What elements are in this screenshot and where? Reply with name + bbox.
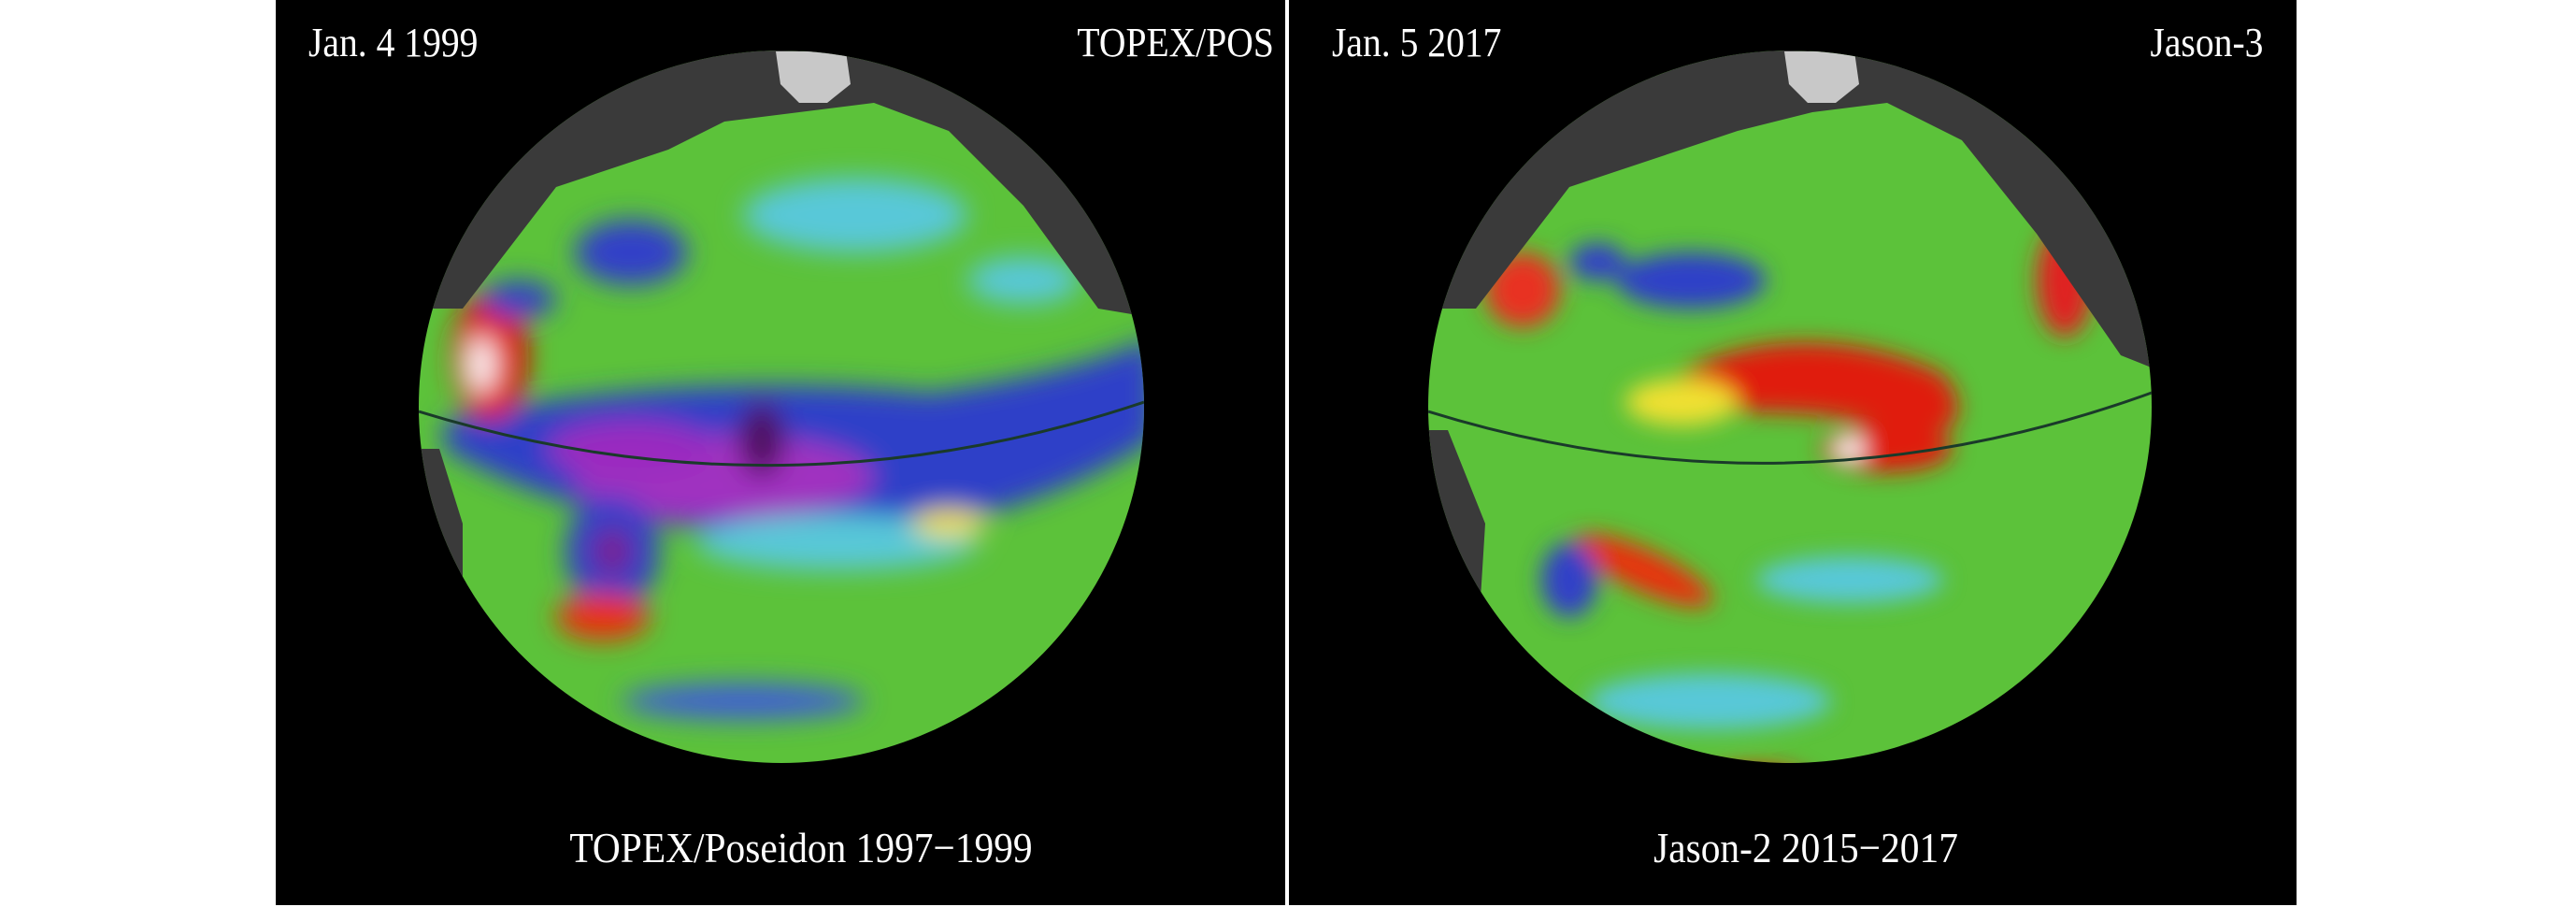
caption: Jason-2 2015−2017 bbox=[1653, 824, 1958, 871]
satellite-label: TOPEX/POS bbox=[1077, 20, 1274, 65]
panel-1999: Jan. 4 1999 TOPEX/POS TOPEX/Poseidon 199… bbox=[276, 0, 1285, 905]
globe-2017 bbox=[1428, 50, 2152, 763]
equator-line bbox=[419, 400, 1144, 468]
satellite-label: Jason-3 bbox=[2150, 20, 2263, 65]
land-north-america bbox=[419, 50, 1144, 318]
date-label: Jan. 4 1999 bbox=[308, 20, 479, 65]
panel-divider bbox=[1285, 0, 1289, 905]
globe-1999 bbox=[419, 50, 1144, 763]
panel-2017: Jan. 5 2017 Jason-3 Jason-2 2015−2017 bbox=[1289, 0, 2297, 905]
equator-line bbox=[1428, 391, 2152, 465]
ice-alaska bbox=[776, 51, 851, 103]
ice-alaska bbox=[1784, 51, 1859, 103]
land-north-america bbox=[1429, 50, 2152, 374]
caption: TOPEX/Poseidon 1997−1999 bbox=[569, 824, 1033, 871]
date-label: Jan. 5 2017 bbox=[1332, 20, 1502, 65]
